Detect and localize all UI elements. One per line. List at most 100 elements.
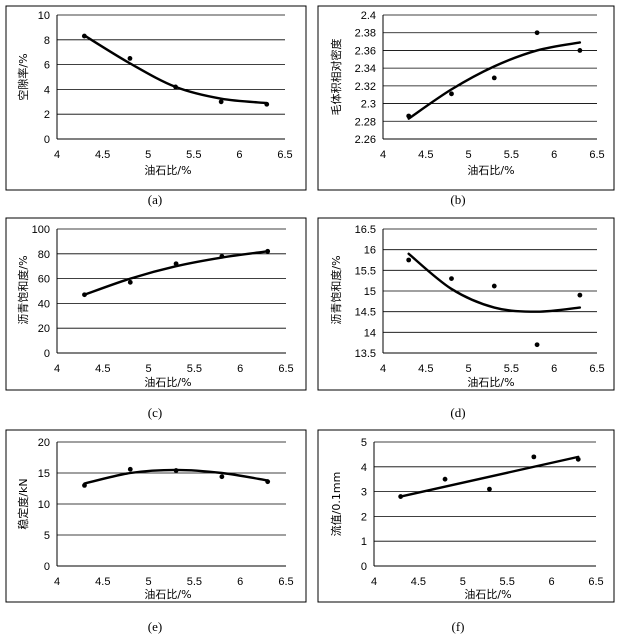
x-tick-label: 5	[146, 576, 152, 588]
chart-panel: 0 20 40 60 80 100 4 4.5 5 5.5 6 6.5 沥青饱和度/% 油石比/% (c)	[5, 217, 307, 420]
y-tick-label: 14.5	[355, 307, 376, 319]
y-tick-label: 15.5	[355, 265, 376, 277]
data-point	[173, 84, 178, 90]
x-tick-label: 4	[380, 149, 386, 161]
y-tick-label: 16	[364, 245, 376, 257]
x-tick-label: 5	[460, 576, 466, 588]
y-tick-label: 2	[361, 511, 367, 523]
trend-curve	[83, 250, 269, 296]
data-point	[82, 483, 87, 488]
x-tick-label: 6	[549, 576, 555, 588]
panel-caption: (a)	[148, 192, 162, 207]
y-tick-label: 2	[44, 109, 50, 121]
panel-frame	[5, 217, 307, 391]
data-point	[442, 476, 448, 482]
y-tick-label: 0	[44, 561, 50, 573]
x-tick-label: 5.5	[187, 576, 202, 588]
chart-panel: 2.26 2.28 2.3 2.32 2.34 2.36 2.38 2.4 4 4.5 5 5.5 6 6…	[317, 5, 615, 207]
y-tick-label: 2.3	[361, 99, 376, 111]
y-axis-label: 毛体积相对密度	[329, 39, 343, 116]
data-point	[449, 91, 454, 97]
data-point	[398, 494, 404, 499]
data-point	[127, 279, 133, 285]
x-tick-label: 5.5	[504, 149, 519, 161]
y-tick-label: 14	[364, 327, 376, 339]
y-tick-label: 10	[38, 499, 50, 511]
x-tick-label: 5	[146, 363, 152, 375]
data-point	[577, 48, 583, 53]
data-point	[218, 99, 224, 105]
data-point	[534, 342, 540, 348]
panel-caption: (c)	[148, 405, 162, 420]
x-tick-label: 5.5	[186, 149, 201, 161]
data-point	[265, 248, 271, 254]
x-tick-label: 4.5	[411, 576, 426, 588]
data-point	[173, 261, 179, 267]
y-tick-label: 20	[38, 323, 50, 335]
y-tick-label: 0	[44, 134, 50, 146]
y-tick-label: 2.26	[355, 134, 376, 146]
x-tick-label: 4.5	[95, 576, 110, 588]
y-tick-label: 3	[361, 487, 367, 499]
y-tick-label: 4	[44, 84, 50, 96]
x-tick-label: 5.5	[500, 576, 515, 588]
panel-frame	[5, 5, 307, 191]
y-tick-label: 2.38	[355, 28, 376, 40]
x-tick-label: 6	[236, 149, 242, 161]
data-point	[491, 75, 497, 81]
x-tick-label: 4	[54, 149, 60, 161]
x-tick-label: 5	[466, 149, 472, 161]
y-tick-label: 40	[38, 298, 50, 310]
y-tick-label: 2.36	[355, 45, 376, 57]
x-tick-label: 4	[54, 363, 60, 375]
x-tick-label: 6.5	[588, 576, 603, 588]
data-point	[127, 466, 133, 472]
y-tick-label: 80	[38, 249, 50, 261]
chart-panel: 0 1 2 3 4 5 4 4.5 5 5.5 6 6.5 流值/0.1mm 油石比/% (f)	[317, 429, 615, 634]
x-tick-label: 6	[237, 576, 243, 588]
y-tick-label: 13.5	[355, 348, 376, 360]
trend-curve	[407, 252, 582, 313]
data-point	[449, 276, 454, 281]
x-tick-label: 5.5	[187, 363, 202, 375]
y-tick-label: 10	[38, 10, 50, 22]
x-tick-label: 6	[237, 363, 243, 375]
y-tick-label: 2.32	[355, 81, 376, 93]
x-tick-label: 6.5	[278, 576, 293, 588]
trend-curve	[407, 41, 582, 120]
y-tick-label: 4	[361, 462, 367, 474]
x-tick-label: 6.5	[589, 363, 604, 375]
x-tick-label: 5	[145, 149, 151, 161]
data-point	[487, 486, 492, 492]
y-tick-label: 0	[44, 348, 50, 360]
x-tick-label: 6.5	[277, 149, 292, 161]
y-axis-label: 沥青饱和度/%	[16, 255, 30, 324]
panel-caption: (d)	[450, 405, 465, 420]
y-tick-label: 100	[32, 224, 50, 236]
x-tick-label: 6	[551, 363, 557, 375]
x-tick-label: 4.5	[418, 149, 433, 161]
data-point	[491, 283, 497, 289]
trend-curve	[399, 455, 580, 498]
x-tick-label: 5	[466, 363, 472, 375]
data-point	[575, 456, 581, 462]
panel-caption: (e)	[148, 619, 162, 634]
data-point	[173, 468, 179, 473]
x-axis-label: 油石比/%	[467, 375, 514, 389]
y-axis-label: 稳定度/kN	[16, 478, 30, 529]
y-tick-label: 0	[361, 561, 367, 573]
chart-panel: 0 2 4 6 8 10 4 4.5 5 5.5 6 6.5 空隙率/% 油石比/% (a)	[5, 5, 307, 207]
panel-frame	[317, 5, 615, 191]
y-tick-label: 20	[38, 437, 50, 449]
x-axis-label: 油石比/%	[144, 163, 191, 177]
data-point	[264, 101, 270, 107]
y-tick-label: 2.34	[355, 63, 376, 75]
panel-caption: (f)	[452, 619, 465, 634]
x-tick-label: 5.5	[504, 363, 519, 375]
data-point	[127, 56, 133, 61]
data-point	[81, 33, 87, 39]
data-point	[219, 253, 225, 259]
data-point	[577, 292, 583, 298]
panel-caption: (b)	[450, 192, 465, 207]
chart-panel: 0 5 10 15 20 4 4.5 5 5.5 6 6.5 稳定度/kN 油石比/% (e)	[5, 429, 307, 634]
